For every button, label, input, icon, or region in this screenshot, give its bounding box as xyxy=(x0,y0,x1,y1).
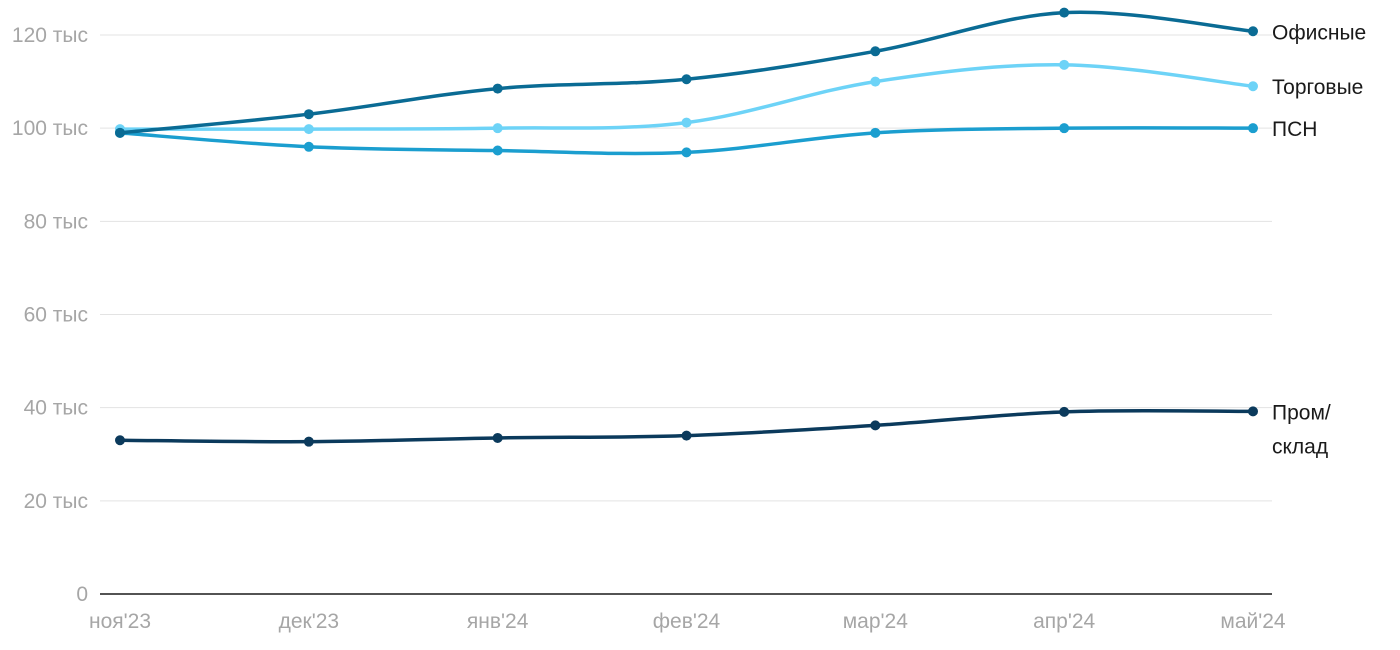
data-point xyxy=(303,109,314,120)
data-point xyxy=(303,141,314,152)
series-0 xyxy=(115,7,1258,138)
series-label-line: склад xyxy=(1272,435,1328,458)
y-tick-label: 120 тыс xyxy=(12,24,88,47)
x-tick-label: дек'23 xyxy=(279,610,340,633)
y-tick-label: 0 xyxy=(76,583,88,606)
data-point xyxy=(115,127,125,138)
data-point xyxy=(1248,406,1258,417)
data-point xyxy=(681,74,692,85)
x-tick-label: апр'24 xyxy=(1033,610,1095,633)
series-label: Офисные xyxy=(1272,21,1366,44)
data-point xyxy=(1248,81,1258,92)
data-point xyxy=(492,83,503,94)
y-tick-label: 60 тыс xyxy=(24,304,88,327)
x-tick-label: мар'24 xyxy=(843,610,908,633)
data-point xyxy=(1059,59,1070,70)
data-point xyxy=(870,46,881,57)
data-point xyxy=(870,420,881,431)
series-label-line: Торговые xyxy=(1272,76,1363,99)
x-tick-label: май'24 xyxy=(1220,610,1286,633)
series-label: Торговые xyxy=(1272,76,1363,99)
x-axis: ноя'23 дек'23 янв'24 фев'24 мар'24 апр'24 май'… xyxy=(89,610,1286,633)
series-labels: Офисные Торговые ПСН Пром/склад xyxy=(1272,21,1366,458)
data-point xyxy=(681,117,692,128)
data-point xyxy=(1248,26,1258,37)
series-1 xyxy=(115,59,1258,135)
y-tick-label: 100 тыс xyxy=(12,117,88,140)
data-point xyxy=(492,432,503,443)
series-label: ПСН xyxy=(1272,118,1317,141)
data-point xyxy=(681,430,692,441)
series-layer xyxy=(115,7,1258,447)
x-tick-label: ноя'23 xyxy=(89,610,151,633)
series-label-line: Пром/ xyxy=(1272,401,1331,424)
data-point xyxy=(681,147,692,158)
series-label: Пром/склад xyxy=(1272,401,1331,458)
data-point xyxy=(870,76,881,87)
series-3 xyxy=(115,406,1258,447)
data-point xyxy=(1059,123,1070,134)
series-label-line: ПСН xyxy=(1272,118,1317,141)
series-label-line: Офисные xyxy=(1272,21,1366,44)
data-point xyxy=(870,127,881,138)
data-point xyxy=(115,435,125,446)
y-tick-label: 80 тыс xyxy=(24,210,88,233)
data-point xyxy=(492,145,503,156)
series-line xyxy=(118,10,1255,135)
data-point xyxy=(1059,7,1070,18)
x-tick-label: янв'24 xyxy=(467,610,529,633)
data-point xyxy=(492,123,503,134)
data-point xyxy=(303,436,314,447)
data-point xyxy=(1059,406,1070,417)
y-tick-label: 40 тыс xyxy=(24,397,88,420)
x-tick-label: фев'24 xyxy=(653,610,721,633)
y-axis: 0 20 тыс 40 тыс 60 тыс 80 тыс 100 тыс 120 тыс xyxy=(12,24,88,606)
y-tick-label: 20 тыс xyxy=(24,490,88,513)
data-point xyxy=(303,124,314,135)
data-point xyxy=(1248,123,1258,134)
